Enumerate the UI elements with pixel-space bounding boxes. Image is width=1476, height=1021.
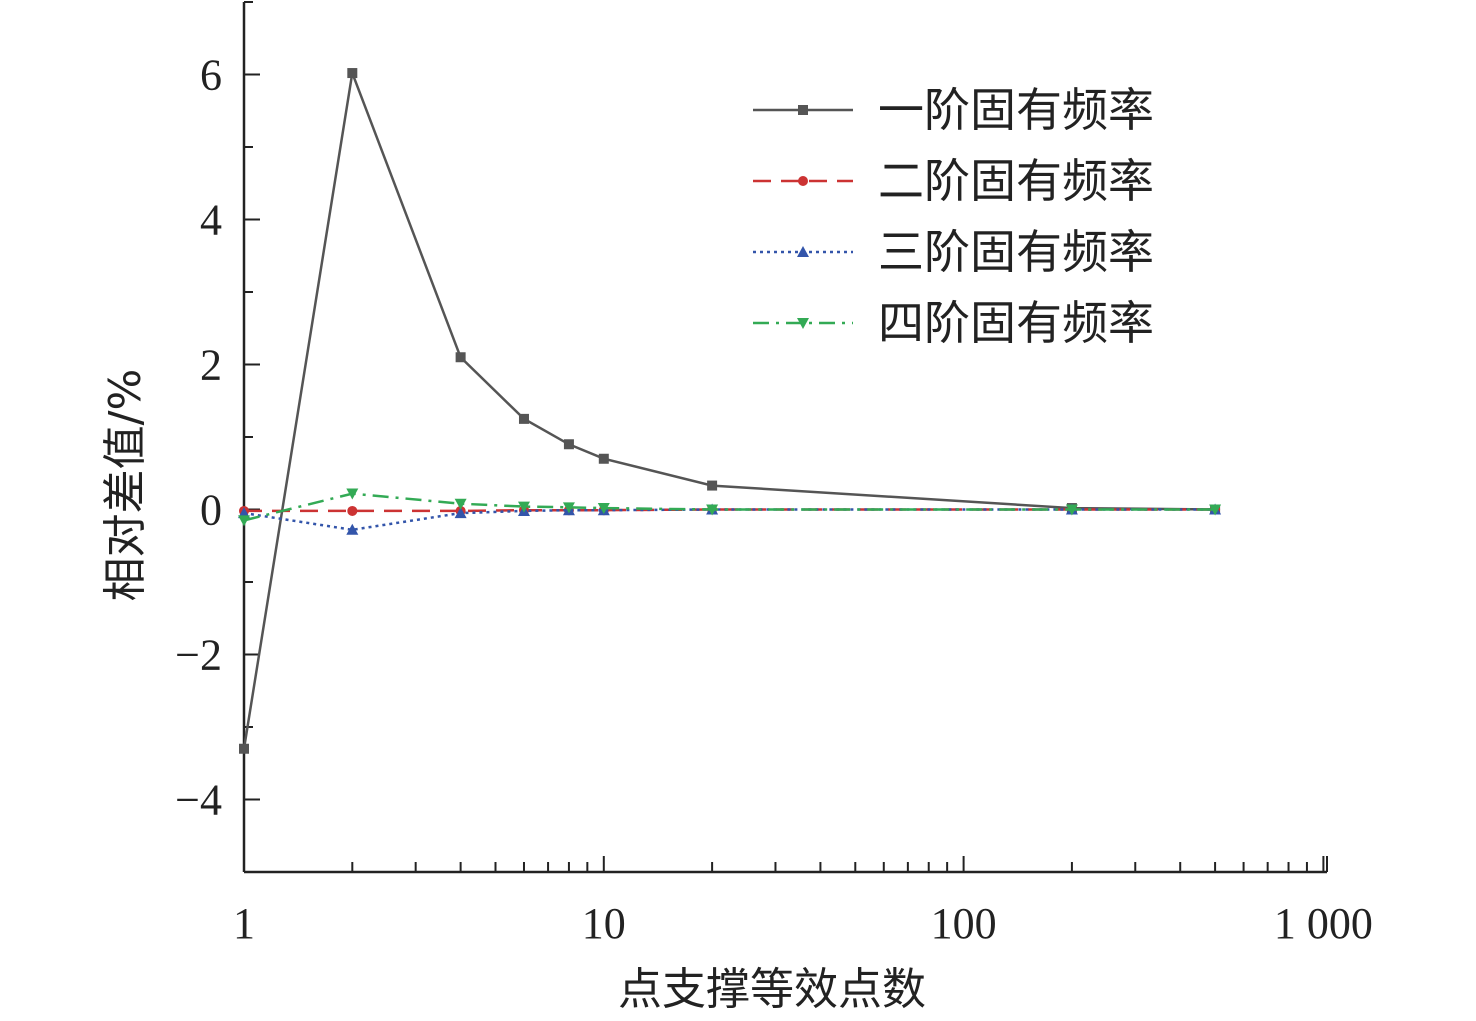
data-point: [518, 413, 529, 424]
x-axis-title: 点支撑等效点数: [618, 964, 926, 1015]
legend-label: 一阶固有频率: [878, 83, 1154, 137]
legend-marker: [797, 246, 809, 257]
y-tick-label: 2: [200, 341, 222, 390]
legend-item: 三阶固有频率: [753, 225, 1154, 279]
data-point: [1065, 504, 1078, 516]
y-axis-title: 相对差值/%: [100, 369, 151, 602]
y-ticks: −4 −2 0 2 4 6: [175, 1, 260, 873]
data-point: [454, 507, 467, 519]
legend-marker: [798, 176, 808, 186]
y-tick-label: 0: [200, 486, 222, 535]
data-point: [346, 488, 359, 500]
data-point: [562, 502, 575, 514]
x-tick-label: 1 000: [1274, 899, 1373, 948]
y-tick-label: 4: [200, 196, 222, 245]
x-tick-label: 100: [931, 899, 997, 948]
data-point: [1209, 504, 1222, 516]
data-point: [597, 503, 610, 515]
legend-marker: [798, 105, 808, 115]
plot-area: [238, 68, 1222, 754]
x-tick-label: 10: [582, 899, 626, 948]
y-tick-label: 6: [200, 51, 222, 100]
data-point: [347, 68, 358, 79]
data-point: [238, 515, 250, 527]
legend-label: 四阶固有频率: [878, 296, 1154, 350]
y-tick-label: −2: [175, 631, 222, 680]
data-point: [517, 501, 530, 513]
x-tick-label: 1: [233, 899, 255, 948]
y-tick-label: −4: [175, 776, 222, 825]
x-ticks: 1 10 100 1 000: [233, 856, 1373, 948]
data-point: [598, 453, 609, 464]
legend-item: 二阶固有频率: [753, 154, 1154, 208]
data-point: [455, 352, 466, 363]
series-4: [238, 488, 1222, 527]
legend-label: 三阶固有频率: [878, 225, 1154, 279]
data-point: [239, 743, 249, 754]
axes: [242, 2, 1327, 874]
data-point: [563, 439, 574, 450]
series-line: [243, 492, 1216, 522]
legend-label: 二阶固有频率: [878, 154, 1154, 208]
data-point: [346, 523, 359, 535]
legend-marker: [797, 318, 809, 329]
data-point: [707, 480, 718, 491]
data-point: [706, 504, 719, 516]
data-point: [454, 498, 467, 510]
legend-item: 四阶固有频率: [753, 296, 1154, 350]
legend-item: 一阶固有频率: [753, 83, 1154, 137]
data-point: [347, 505, 358, 516]
